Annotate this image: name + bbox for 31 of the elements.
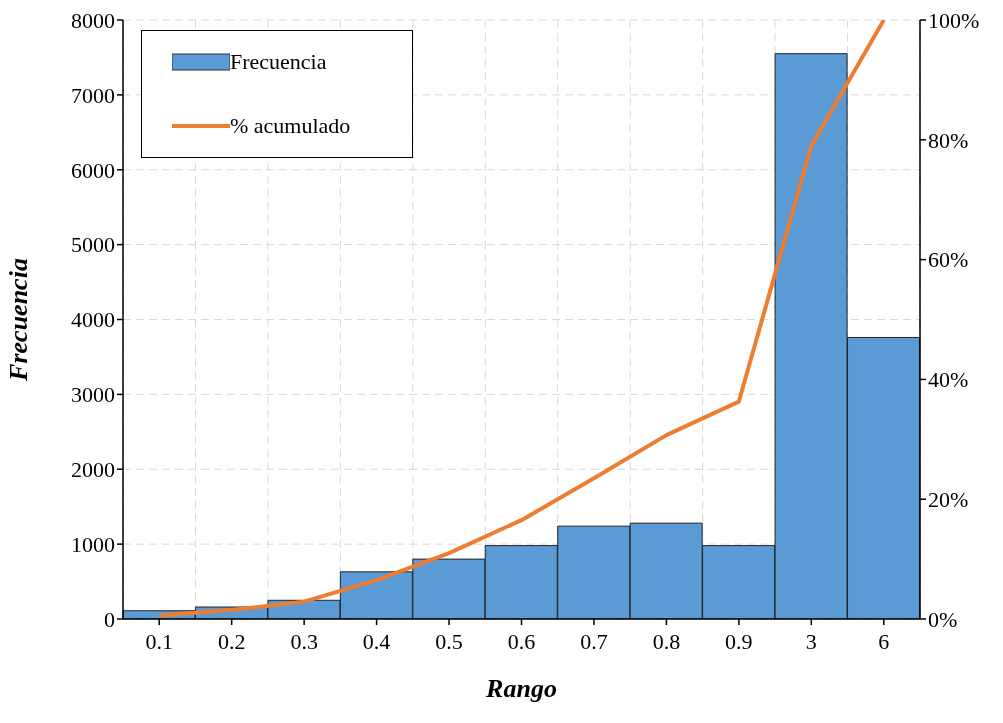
y-tick-label: 2000: [71, 457, 115, 483]
x-tick-label: 0.7: [580, 628, 608, 654]
y-tick-label: 1000: [71, 531, 115, 557]
x-tick-label: 0.3: [290, 628, 318, 654]
y-tick-label: 3000: [71, 382, 115, 408]
y2-tick-label: 20%: [928, 487, 969, 513]
legend-label: % acumulado: [230, 113, 351, 139]
y2-tick-label: 80%: [928, 127, 969, 153]
y2-tick-label: 40%: [928, 367, 969, 393]
x-tick-label: 0.9: [725, 628, 753, 654]
y2-tick-label: 60%: [928, 247, 969, 273]
x-tick-label: 0.4: [362, 628, 391, 654]
x-tick-label: 3: [805, 628, 817, 654]
y-tick-label: 7000: [71, 82, 115, 108]
x-tick-label: 0.5: [435, 628, 463, 654]
y-tick-label: 4000: [71, 307, 115, 333]
x-tick-label: 0.2: [217, 628, 246, 654]
line-series: [157, 20, 886, 618]
y-tick-label: 8000: [71, 7, 115, 33]
x-tick-label: 6: [878, 628, 890, 654]
x-tick-label: 0.6: [507, 628, 536, 654]
x-axis-title: Rango: [485, 674, 557, 703]
y-tick-label: 5000: [71, 232, 115, 258]
x-tick-label: 0.1: [145, 628, 173, 654]
y-tick-label: 6000: [71, 157, 115, 183]
y-axis-title: Frecuencia: [4, 258, 34, 382]
x-tick-label: 0.8: [652, 628, 681, 654]
y2-tick-label: 0%: [928, 606, 958, 632]
legend-label: Frecuencia: [230, 49, 327, 75]
y2-tick-label: 100%: [928, 7, 980, 33]
y-tick-label: 0: [104, 606, 115, 632]
